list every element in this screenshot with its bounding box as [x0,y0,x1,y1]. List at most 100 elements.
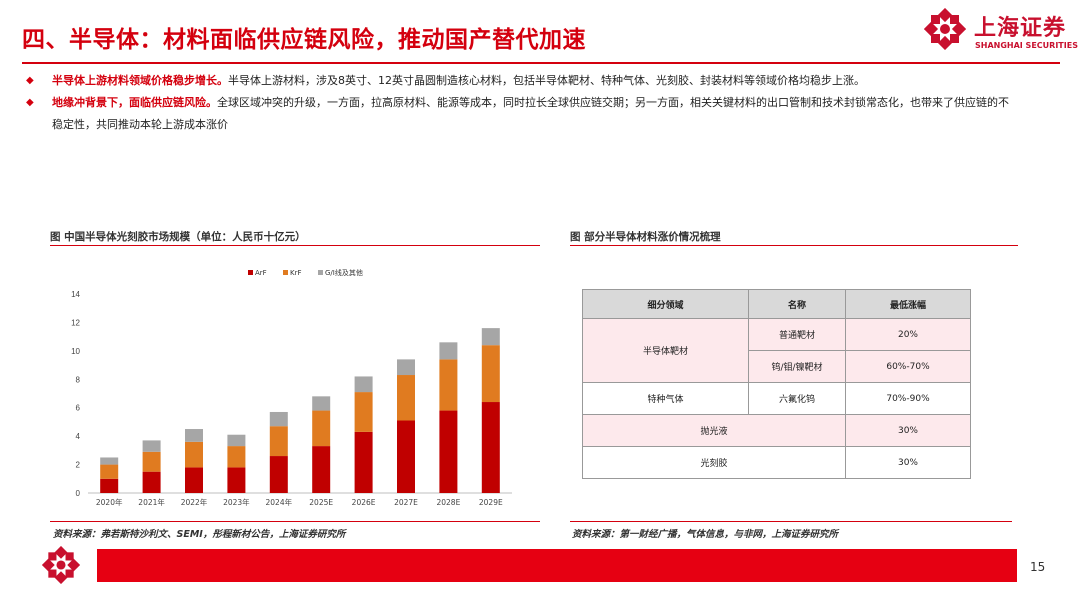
bar-segment-KrF [227,446,246,468]
table-row: 光刻胶 30% [582,446,971,479]
x-tick-label: 2026E [352,498,376,507]
x-tick-label: 2028E [436,498,460,507]
bar-segment-KrF [481,345,500,403]
legend-swatch [248,270,253,275]
min-rise-cell: 70%-90% [845,382,971,415]
logo-english-name: SHANGHAI SECURITIES [975,41,1078,50]
logo-chinese-name: 上海证券 [974,16,1067,41]
bar-segment-KrF [397,375,415,421]
x-tick-label: 2023年 [223,497,250,507]
material-name-cell: 普通靶材 [748,318,846,351]
min-rise-cell: 60%-70% [845,350,971,383]
x-tick-label: 2027E [394,498,418,507]
bar-segment-KrF [100,464,119,479]
bar-segment-ArF [227,467,246,493]
title-divider [22,62,1060,64]
material-name-cell: 钨/钼/镍靶材 [748,350,846,383]
logo-emblem-icon [923,7,967,51]
footer-logo-icon [42,546,80,584]
bullet-item: ◆ 半导体上游材料领域价格稳步增长。半导体上游材料，涉及8英寸、12英寸晶圆制造… [26,70,1016,92]
segment-cell: 特种气体 [582,382,749,415]
table-source-rule [570,521,1012,522]
material-name-cell: 六氟化钨 [748,382,846,415]
bar-segment-G/I线及其他 [397,359,415,376]
footer-bar [97,549,1017,582]
bar-segment-G/I线及其他 [481,328,500,346]
bar-segment-G/I线及其他 [142,440,161,452]
bullet-item: ◆ 地缘冲背景下，面临供应链风险。全球区域冲突的升级，一方面，拉高原材料、能源等… [26,92,1016,136]
segment-cell: 抛光液 [582,414,846,447]
x-tick-label: 2029E [479,498,503,507]
bar-segment-KrF [312,410,331,447]
bar-segment-KrF [354,392,373,432]
y-tick-label: 12 [71,318,80,327]
bar-segment-ArF [397,420,415,493]
segment-cell: 光刻胶 [582,446,846,479]
bar-segment-ArF [269,456,288,493]
bar-segment-G/I线及其他 [312,396,331,411]
table-header-cell: 名称 [748,289,846,319]
table-row: 特种气体 六氟化钨 70%-90% [582,382,971,415]
table-row: 钨/钼/镍靶材 60%-70% [583,350,971,383]
table-header-row: 细分领域 名称 最低涨幅 [582,289,971,319]
bar-segment-KrF [439,359,458,411]
bullet-list: ◆ 半导体上游材料领域价格稳步增长。半导体上游材料，涉及8英寸、12英寸晶圆制造… [26,70,1016,136]
chart-caption-rule [50,245,540,246]
y-tick-label: 14 [71,290,80,299]
bar-segment-ArF [481,402,500,493]
min-rise-cell: 30% [845,446,971,479]
table-caption: 图 部分半导体材料涨价情况梳理 [570,231,721,243]
bar-segment-ArF [100,478,119,493]
company-logo: 上海证券 SHANGHAI SECURITIES [923,7,1078,54]
bar-segment-KrF [185,441,203,468]
x-tick-label: 2022年 [181,497,208,507]
x-tick-label: 2024年 [266,497,293,507]
legend-swatch [318,270,323,275]
table-row: 抛光液 30% [582,414,971,447]
bullet-text: 半导体上游材料，涉及8英寸、12英寸晶圆制造核心材料，包括半导体靶材、特种气体、… [228,74,865,87]
table-header-cell: 最低涨幅 [845,289,971,319]
table-caption-rule [570,245,1018,246]
y-tick-label: 4 [76,432,81,441]
legend-label: ArF [255,269,267,277]
segment-cell: 半导体靶材 [582,318,749,383]
bar-segment-KrF [269,426,288,457]
diamond-bullet-icon: ◆ [26,75,34,86]
legend-label: KrF [290,269,302,277]
price-rise-table: 细分领域 名称 最低涨幅 半导体靶材 普通靶材 20% 钨/钼/镍靶材 60%-… [582,289,971,479]
diamond-bullet-icon: ◆ [26,97,34,108]
table-row: 半导体靶材 普通靶材 20% [582,318,971,383]
chart-source-rule [50,521,540,522]
bar-segment-G/I线及其他 [269,411,288,427]
bar-segment-KrF [142,451,161,472]
y-tick-label: 8 [76,375,81,384]
legend-swatch [283,270,288,275]
chart-source: 资料来源：弗若斯特沙利文、SEMI，彤程新材公告，上海证券研究所 [53,529,346,540]
y-tick-label: 6 [76,404,81,413]
bar-segment-G/I线及其他 [185,429,203,442]
bullet-headline: 半导体上游材料领域价格稳步增长。 [52,74,228,87]
bar-segment-ArF [354,431,373,493]
x-tick-label: 2020年 [96,497,123,507]
bar-segment-G/I线及其他 [354,376,373,393]
min-rise-cell: 30% [845,414,971,447]
bar-segment-ArF [439,410,458,493]
y-tick-label: 2 [76,461,81,470]
bar-segment-G/I线及其他 [100,457,119,465]
bar-segment-G/I线及其他 [439,342,458,360]
bar-segment-ArF [185,467,203,493]
bar-segment-G/I线及其他 [227,434,246,447]
y-tick-label: 0 [76,489,81,498]
bullet-text: 全球区域冲突的升级，一方面，拉高原材料、能源等成本，同时拉长全球供应链交期；另一… [52,96,1009,131]
bar-segment-ArF [312,446,331,493]
y-tick-label: 10 [71,347,80,356]
bar-segment-ArF [142,471,161,493]
min-rise-cell: 20% [845,318,971,351]
bullet-headline: 地缘冲背景下，面临供应链风险。 [52,96,217,109]
table-header-cell: 细分领域 [582,289,749,319]
table-source: 资料来源：第一财经广播，气体信息，与非网，上海证券研究所 [572,529,839,540]
photoresist-market-chart: 0 2 4 6 8 10 12 14 2020年 2021年 2022年 2023年 2024年 2025… [71,268,512,507]
page-number: 15 [1030,560,1046,574]
x-tick-label: 2021年 [138,497,165,507]
x-tick-label: 2025E [309,498,333,507]
